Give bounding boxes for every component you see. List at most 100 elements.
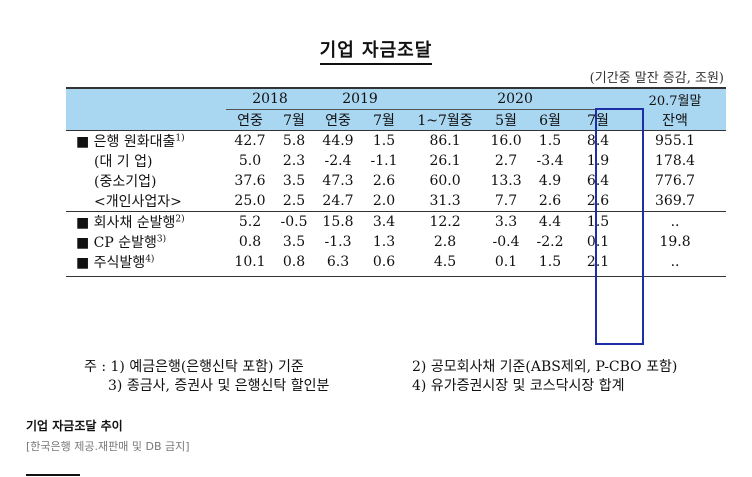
- table-cell: 42.7: [226, 130, 274, 151]
- table-cell: 178.4: [655, 153, 696, 169]
- footnote-4: 4) 유가증권시장 및 코스닥시장 합계: [412, 378, 625, 394]
- table-cell: 13.3: [490, 173, 522, 189]
- col-header: 6월: [528, 109, 573, 131]
- table-cell: ..: [624, 211, 727, 232]
- table-row: ■ CP 순발행3) 0.8 3.5 -1.3 1.3 2.8 -0.4 -2.2 0.1 19.…: [66, 232, 726, 252]
- table-cell: 2.3: [282, 153, 306, 169]
- table-row: ■ 은행 원화대출1) 42.7 5.8 44.9 1.5 86.1 16.0 1.5 8.4 9…: [66, 130, 727, 151]
- table-cell: 60.0: [429, 173, 461, 189]
- table-row: ■ 주식발행4) 10.1 0.8 6.3 0.6 4.5 0.1 1.5 2.1..: [66, 252, 726, 272]
- table-cell: 1.9: [586, 153, 610, 169]
- balance-subheader: 잔액: [624, 109, 727, 131]
- table-cell: 2.0: [372, 193, 396, 209]
- year-2020: 2020: [406, 88, 625, 110]
- table-cell: 3.3: [484, 211, 529, 232]
- table-cell: 2.6: [538, 193, 562, 209]
- col-header: 7월: [572, 109, 625, 131]
- table-cell: 0.8: [238, 234, 262, 250]
- table-cell: -2.4: [324, 153, 352, 169]
- table-title: 기업 자금조달: [0, 36, 752, 65]
- table-cell: 776.7: [655, 173, 696, 189]
- footnote-2: 2) 공모회사채 기준(ABS제외, P-CBO 포함): [412, 359, 678, 375]
- table-cell: 8.4: [572, 130, 625, 151]
- table-cell: 955.1: [624, 130, 727, 151]
- table-cell: 6.4: [586, 173, 610, 189]
- row-label: ■ 주식발행4): [76, 254, 155, 271]
- row-label: ■ 회사채 순발행2): [66, 211, 226, 232]
- table-cell: 15.8: [314, 211, 363, 232]
- table-cell: 16.0: [484, 130, 529, 151]
- table-cell: 4.4: [528, 211, 573, 232]
- table-cell: 4.9: [538, 173, 562, 189]
- table-cell: 0.6: [372, 254, 396, 270]
- table-cell: 31.3: [429, 193, 461, 209]
- table-cell: 3.5: [282, 234, 306, 250]
- table-cell: 2.8: [433, 234, 457, 250]
- table-cell: 2.7: [494, 153, 518, 169]
- row-label: ■ CP 순발행3): [76, 234, 167, 251]
- table-row: ■ 회사채 순발행2) 5.2 -0.5 15.8 3.4 12.2 3.3 4.4 1.5..: [66, 211, 727, 232]
- table-cell: 1.5: [362, 130, 407, 151]
- table-cell: 10.1: [234, 254, 266, 270]
- divider: [26, 474, 80, 476]
- table-cell: 37.6: [234, 173, 266, 189]
- table-cell: 4.5: [433, 254, 457, 270]
- funding-table: 2018 2019 2020 20.7월말 연중 7월 연중 7월 1~7월중 …: [66, 87, 727, 277]
- table-cell: 5.2: [226, 211, 274, 232]
- col-header: 연중: [314, 109, 363, 131]
- footnote-1: 주 : 1) 예금은행(은행신탁 포함) 기준: [84, 359, 304, 375]
- row-label: (중소기업): [94, 174, 157, 190]
- balance-header: 20.7월말: [648, 93, 702, 109]
- table-cell: 7.7: [494, 193, 518, 209]
- col-header: 연중: [226, 109, 274, 131]
- table-cell: 5.0: [238, 153, 262, 169]
- table-cell: 2.1: [586, 254, 610, 270]
- table-cell: 0.8: [282, 254, 306, 270]
- table-cell: 1.5: [572, 211, 625, 232]
- table-cell: 26.1: [429, 153, 461, 169]
- table-cell: 2.6: [372, 173, 396, 189]
- table-cell: 5.8: [274, 130, 315, 151]
- table-cell: 2.6: [586, 193, 610, 209]
- table-cell: 1.3: [372, 234, 396, 250]
- table-cell: 0.1: [586, 234, 610, 250]
- table-cell: 0.1: [494, 254, 518, 270]
- table-cell: -1.3: [324, 234, 352, 250]
- table-cell: 44.9: [314, 130, 363, 151]
- table-cell: 24.7: [322, 193, 354, 209]
- table-cell: 6.3: [326, 254, 350, 270]
- col-header: 1~7월중: [406, 109, 485, 131]
- unit-label: (기간중 말잔 증감, 조원): [589, 71, 724, 86]
- table-cell: 1.5: [538, 254, 562, 270]
- col-header: 7월: [362, 109, 407, 131]
- credit: [한국은행 제공.재판매 및 DB 금지]: [26, 440, 190, 453]
- table-cell: -3.4: [536, 153, 564, 169]
- year-2019: 2019: [314, 88, 407, 110]
- table-cell: 86.1: [406, 130, 485, 151]
- year-2018: 2018: [226, 88, 315, 110]
- footnote-3: 3) 종금사, 증권사 및 은행신탁 할인분: [108, 378, 330, 394]
- col-header: 7월: [274, 109, 315, 131]
- table-cell: 12.2: [406, 211, 485, 232]
- table-cell: 3.4: [362, 211, 407, 232]
- table-cell: -2.2: [536, 234, 564, 250]
- table-cell: ..: [670, 254, 680, 270]
- table-cell: 3.5: [282, 173, 306, 189]
- table-row: (중소기업) 37.6 3.5 47.3 2.6 60.0 13.3 4.9 6.4 776.7: [66, 171, 726, 191]
- table-cell: 19.8: [659, 234, 691, 250]
- table-row: (대 기 업) 5.0 2.3 -2.4 -1.1 26.1 2.7 -3.4 1.9 178.4: [66, 151, 726, 171]
- table-cell: 369.7: [655, 193, 696, 209]
- caption: 기업 자금조달 추이: [26, 419, 123, 433]
- row-label: (대 기 업): [94, 154, 153, 170]
- table-cell: 1.5: [528, 130, 573, 151]
- row-label: <개인사업자>: [94, 194, 182, 210]
- table-cell: -1.1: [370, 153, 398, 169]
- table-cell: -0.5: [274, 211, 315, 232]
- table-cell: 25.0: [234, 193, 266, 209]
- table-cell: -0.4: [492, 234, 520, 250]
- table-cell: 47.3: [322, 173, 354, 189]
- table-row: <개인사업자> 25.0 2.5 24.7 2.0 31.3 7.7 2.6 2.6 369.7: [66, 191, 726, 212]
- footnotes-right: 2) 공모회사채 기준(ABS제외, P-CBO 포함) 4) 유가증권시장 및…: [412, 358, 677, 396]
- footnotes: 주 : 1) 예금은행(은행신탁 포함) 기준 3) 종금사, 증권사 및 은행…: [84, 358, 329, 396]
- table-cell: 2.5: [282, 193, 306, 209]
